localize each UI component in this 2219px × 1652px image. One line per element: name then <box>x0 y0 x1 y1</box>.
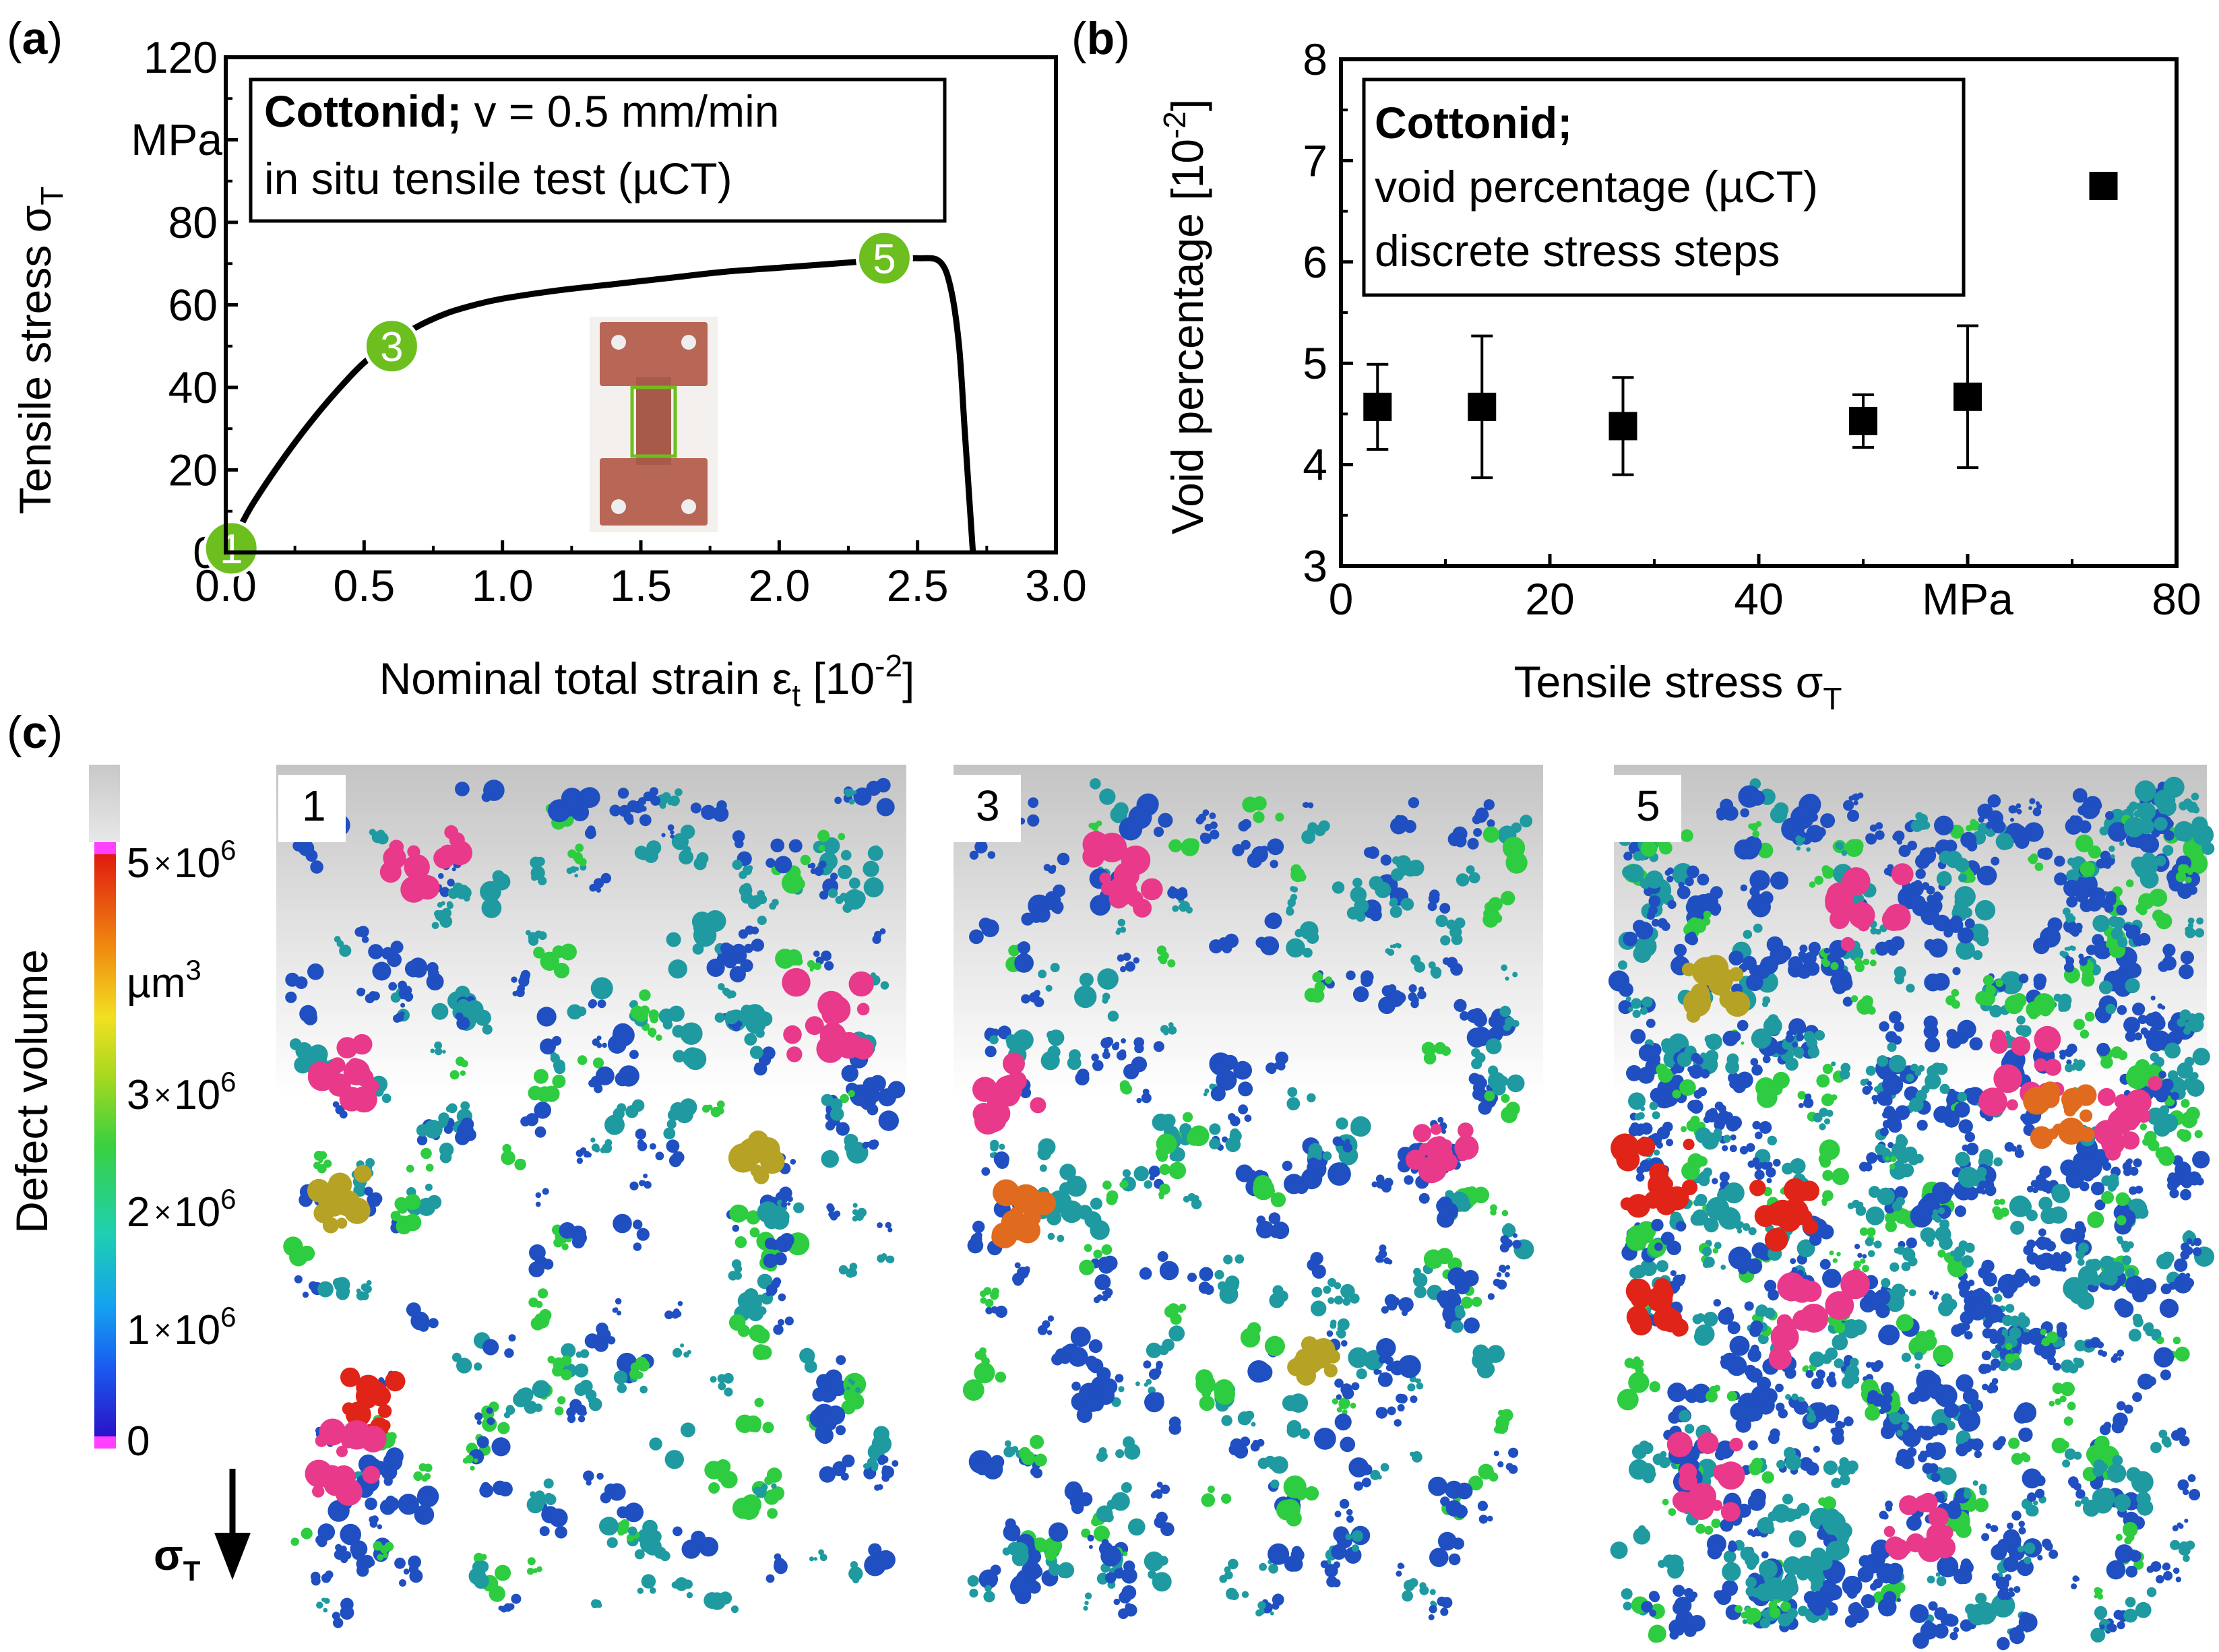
marker-label: 5 <box>873 236 896 282</box>
x-tick-label: MPa <box>1922 574 2013 624</box>
scan-label-1: 1 <box>302 782 326 830</box>
panel-b-chart: (b) 3 4 5 6 7 8 0 20 40 MPa 80 Void percentage [1… <box>1071 13 2201 716</box>
colorbar-tick-label: 2 ×106 <box>127 1183 237 1236</box>
defect-cluster-layer <box>283 777 906 1628</box>
test-point-marker-1: 1 <box>202 519 260 577</box>
stress-strain-curve <box>223 255 976 554</box>
colorbar-top-gray <box>89 765 120 842</box>
x-tick-label: 20 <box>1525 574 1574 624</box>
y-tick-label: 3 <box>1303 541 1327 591</box>
y-tick-label: 5 <box>1303 338 1327 388</box>
data-point <box>1363 362 1392 451</box>
data-marker-square <box>1954 382 1982 411</box>
stress-arrow-icon <box>214 1469 251 1580</box>
colorbar-tick-label: 5 ×106 <box>127 834 237 887</box>
x-tick-label: 80 <box>2152 574 2201 624</box>
colorbar-over-color <box>94 842 116 854</box>
data-point <box>1608 376 1637 476</box>
ct-scan-1: 1 <box>276 765 906 1628</box>
data-point <box>1954 324 1982 470</box>
panel-b-legend-line3: discrete stress steps <box>1375 226 1780 276</box>
data-point <box>1468 334 1497 480</box>
x-tick-label: 2.0 <box>748 561 810 610</box>
panel-a-y-axis-label: Tensile stress σT <box>10 187 69 515</box>
y-tick-label: 60 <box>168 280 218 330</box>
stress-direction-label: σT <box>154 1531 201 1587</box>
panel-c-label: (c) <box>7 707 63 758</box>
panel-a-legend-line1: Cottonid; v = 0.5 mm/min <box>264 86 779 136</box>
x-tick-label: 1.5 <box>610 561 672 610</box>
panel-b-legend-line1: Cottonid; <box>1375 98 1572 148</box>
x-tick-label: 3.0 <box>1025 561 1087 610</box>
marker-label: 1 <box>220 526 243 573</box>
y-tick-label: 40 <box>168 362 218 412</box>
x-tick-label: 1.0 <box>472 561 534 610</box>
test-point-marker-5: 5 <box>855 229 913 287</box>
x-tick-label: 0.5 <box>333 561 395 610</box>
panel-a-legend-line2: in situ tensile test (µCT) <box>264 154 732 203</box>
y-tick-label: 80 <box>168 197 218 247</box>
specimen-photo <box>590 317 718 532</box>
colorbar-under-color <box>94 1436 116 1449</box>
colorbar-title: Defect volume <box>7 949 57 1234</box>
panel-b-legend-box <box>1362 77 1966 297</box>
y-tick-label: 4 <box>1303 440 1327 490</box>
scan-label-5: 5 <box>1636 782 1660 830</box>
y-tick-label: 120 <box>144 32 218 82</box>
marker-circle <box>202 519 260 577</box>
colorbar-tick-label: 3 ×106 <box>127 1066 237 1118</box>
data-marker-square <box>2089 172 2118 200</box>
ct-scan-3: 3 <box>954 765 1543 1620</box>
scan-label-3: 3 <box>976 782 1000 830</box>
panel-a-x-axis-label: Nominal total strain εt [10-2] <box>379 648 915 713</box>
ct-scan-5: 5 <box>1608 765 2215 1651</box>
panel-a-legend-box <box>249 77 947 223</box>
panel-b-label: (b) <box>1071 13 1130 64</box>
y-tick-label: 20 <box>168 445 218 495</box>
marker-circle <box>363 317 420 375</box>
defect-cluster-layer <box>1608 776 2215 1651</box>
panel-b-frame <box>1339 57 2179 568</box>
data-point <box>1849 393 1877 449</box>
data-marker-square <box>1608 412 1637 441</box>
panel-a-y-unit: MPa <box>131 115 222 164</box>
panel-b-x-axis-label: Tensile stress σT <box>1514 657 1842 716</box>
marker-circle <box>855 229 913 287</box>
test-point-marker-3: 3 <box>363 317 420 375</box>
data-marker-square <box>1468 392 1497 421</box>
panel-b-legend-line2: void percentage (µCT) <box>1375 162 1818 212</box>
y-tick-label: 8 <box>1303 34 1327 84</box>
colorbar-unit: µm3 <box>127 954 201 1007</box>
data-marker-square <box>1363 392 1392 421</box>
x-tick-label: 0 <box>1329 574 1354 624</box>
x-tick-label: 2.5 <box>887 561 949 610</box>
panel-b-y-axis-label: Void percentage [10-2] <box>1157 99 1212 534</box>
panel-a-frame <box>224 55 1058 554</box>
y-tick-label: 6 <box>1303 237 1327 287</box>
colorbar-tick-label: 0 <box>127 1418 150 1465</box>
panel-a-label: (a) <box>7 13 63 64</box>
y-tick-label: 7 <box>1303 135 1327 185</box>
marker-label: 3 <box>380 324 403 371</box>
panel-a-chart: (a) 020406080120 0.00.51.01.52.02.53.0 M… <box>7 13 1087 713</box>
colorbar-tick-label: 1 ×106 <box>127 1301 237 1354</box>
data-point <box>2089 172 2118 200</box>
data-marker-square <box>1849 406 1877 435</box>
x-tick-label: 40 <box>1734 574 1783 624</box>
colorbar <box>94 854 116 1436</box>
